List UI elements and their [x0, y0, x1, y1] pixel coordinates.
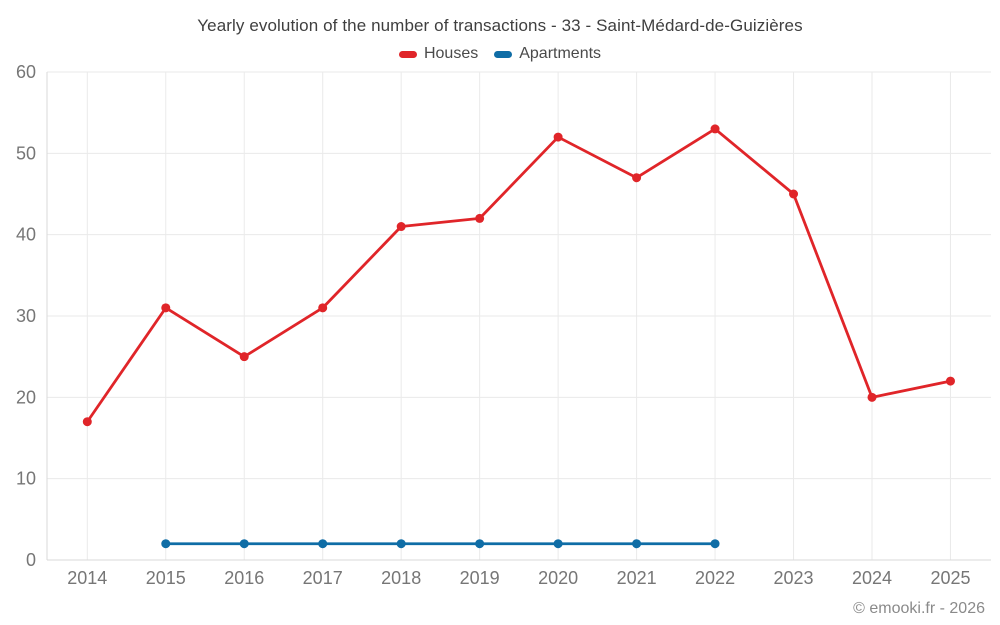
- y-tick-label: 20: [16, 387, 36, 407]
- data-point-houses[interactable]: [239, 352, 249, 362]
- legend-label-houses: Houses: [423, 45, 479, 62]
- x-tick-label: 2023: [774, 568, 814, 588]
- data-point-houses[interactable]: [789, 189, 799, 199]
- data-point-houses[interactable]: [867, 392, 877, 402]
- data-point-apartments[interactable]: [632, 539, 642, 549]
- data-point-houses[interactable]: [945, 376, 955, 386]
- data-point-apartments[interactable]: [710, 539, 720, 549]
- data-point-apartments[interactable]: [396, 539, 406, 549]
- y-tick-label: 30: [16, 306, 36, 326]
- data-point-houses[interactable]: [553, 132, 563, 142]
- data-point-houses[interactable]: [710, 124, 720, 134]
- legend-item-houses[interactable]: Houses: [398, 45, 479, 63]
- data-point-apartments[interactable]: [318, 539, 328, 549]
- chart-title: Yearly evolution of the number of transa…: [197, 16, 803, 35]
- y-tick-label: 0: [26, 550, 36, 570]
- x-tick-label: 2024: [852, 568, 892, 588]
- x-tick-label: 2022: [695, 568, 735, 588]
- chart-legend: Houses Apartments: [0, 45, 1000, 63]
- data-point-houses[interactable]: [475, 213, 485, 223]
- series-line-houses: [85, 127, 952, 424]
- x-tick-label: 2017: [303, 568, 343, 588]
- copyright: © emooki.fr - 2026: [853, 600, 985, 617]
- y-tick-label: 50: [16, 143, 36, 163]
- data-point-houses[interactable]: [396, 222, 406, 232]
- x-tick-label: 2025: [930, 568, 970, 588]
- legend-item-apartments[interactable]: Apartments: [494, 45, 601, 63]
- legend-label-apartments: Apartments: [519, 45, 602, 62]
- data-point-houses[interactable]: [632, 173, 642, 183]
- y-tick-label: 40: [16, 225, 36, 245]
- x-tick-label: 2020: [538, 568, 578, 588]
- houses-swatch-icon: [398, 50, 417, 58]
- data-point-apartments[interactable]: [161, 539, 171, 549]
- x-tick-label: 2015: [146, 568, 186, 588]
- data-point-apartments[interactable]: [239, 539, 249, 549]
- y-tick-label: 10: [16, 469, 36, 489]
- x-tick-label: 2019: [460, 568, 500, 588]
- y-tick-label: 60: [16, 62, 36, 82]
- data-point-apartments[interactable]: [553, 539, 563, 549]
- x-tick-label: 2016: [224, 568, 264, 588]
- data-point-houses[interactable]: [82, 417, 92, 427]
- x-tick-label: 2021: [617, 568, 657, 588]
- x-tick-label: 2014: [67, 568, 107, 588]
- data-point-houses[interactable]: [318, 303, 328, 313]
- data-point-apartments[interactable]: [475, 539, 485, 549]
- data-point-houses[interactable]: [161, 303, 171, 313]
- apartments-swatch-icon: [494, 50, 513, 58]
- x-tick-label: 2018: [381, 568, 421, 588]
